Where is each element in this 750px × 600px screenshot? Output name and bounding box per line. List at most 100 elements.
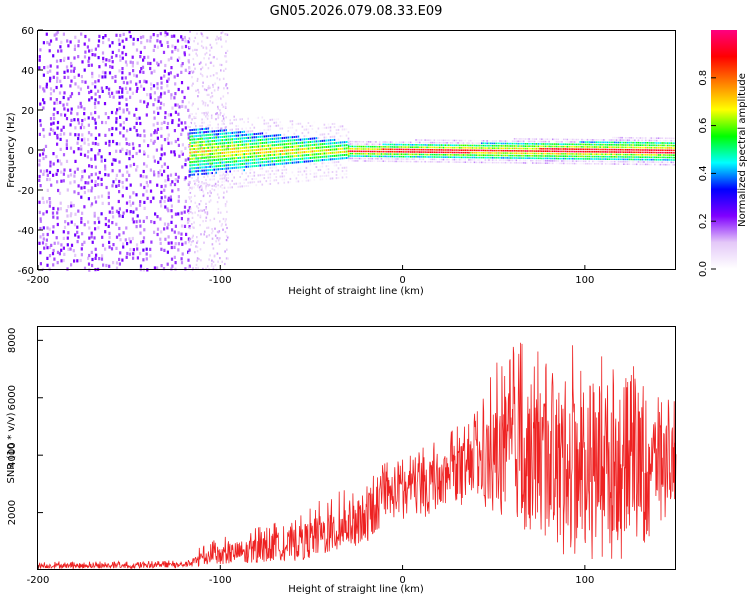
heatmap-cell (261, 183, 264, 186)
heatmap-cell (229, 170, 231, 173)
heatmap-cell (584, 150, 587, 153)
heatmap-cell (48, 79, 52, 83)
heatmap-cell (257, 180, 260, 183)
heatmap-cell (216, 35, 218, 38)
heatmap-cell (670, 163, 672, 166)
heatmap-cell (307, 122, 310, 124)
heatmap-cell (42, 212, 45, 216)
heatmap-cell (207, 114, 209, 117)
heatmap-cell (345, 150, 348, 153)
heatmap-cell (575, 146, 578, 148)
heatmap-cell (659, 156, 662, 159)
heatmap-cell (568, 153, 570, 155)
heatmap-cell (424, 144, 426, 146)
heatmap-cell (347, 153, 350, 156)
heatmap-cell (345, 134, 348, 137)
heatmap-cell (315, 156, 318, 159)
heatmap-cell (159, 32, 162, 36)
heatmap-cell (293, 136, 296, 138)
heatmap-cell (659, 139, 662, 142)
heatmap-cell (105, 58, 108, 62)
heatmap-cell (386, 155, 388, 158)
heatmap-cell (235, 131, 237, 134)
heatmap-cell (604, 160, 607, 163)
heatmap-cell (484, 156, 487, 159)
heatmap-cell (466, 139, 468, 142)
heatmap-cell (422, 144, 425, 146)
heatmap-cell (433, 139, 436, 141)
heatmap-cell (377, 143, 379, 146)
heatmap-cell (43, 246, 46, 250)
heatmap-cell (121, 95, 124, 99)
heatmap-cell (56, 180, 59, 184)
heatmap-cell (167, 241, 170, 245)
heatmap-cell (619, 156, 621, 158)
heatmap-cell (195, 125, 197, 128)
heatmap-cell (193, 226, 195, 229)
heatmap-cell (415, 148, 417, 151)
heatmap-cell (550, 143, 552, 145)
heatmap-cell (271, 118, 274, 121)
heatmap-cell (661, 144, 663, 147)
heatmap-cell (188, 188, 190, 192)
heatmap-cell (140, 41, 143, 45)
heatmap-cell (502, 140, 505, 142)
heatmap-cell (191, 186, 193, 189)
heatmap-cell (654, 144, 656, 147)
heatmap-cell (584, 160, 587, 163)
heatmap-cell (466, 159, 468, 161)
heatmap-cell (192, 267, 194, 270)
heatmap-cell (211, 127, 213, 130)
heatmap-cell (46, 70, 49, 74)
heatmap-cell (428, 156, 430, 158)
heatmap-cell (227, 154, 229, 157)
heatmap-cell (235, 128, 237, 131)
heatmap-cell (672, 140, 674, 142)
heatmap-cell (199, 128, 201, 131)
heatmap-cell (63, 252, 66, 256)
heatmap-cell (501, 154, 503, 157)
heatmap-cell (98, 170, 101, 175)
heatmap-cell (371, 143, 374, 146)
heatmap-cell (39, 226, 42, 231)
heatmap-cell (517, 154, 519, 157)
heatmap-cell (206, 213, 209, 216)
heatmap-cell (170, 220, 173, 224)
heatmap-cell (62, 153, 66, 157)
heatmap-cell (219, 155, 221, 158)
heatmap-cell (87, 138, 90, 142)
heatmap-cell (153, 44, 156, 48)
heatmap-cell (311, 160, 314, 162)
heatmap-cell (180, 237, 183, 241)
heatmap-cell (466, 156, 468, 159)
heatmap-cell (419, 160, 421, 163)
heatmap-cell (285, 136, 288, 139)
heatmap-cell (655, 139, 658, 142)
heatmap-cell (481, 161, 483, 164)
heatmap-cell (557, 155, 559, 157)
heatmap-cell (73, 223, 76, 227)
heatmap-cell (588, 153, 590, 155)
heatmap-cell (670, 161, 672, 164)
heatmap-cell (233, 166, 235, 169)
heatmap-cell (329, 129, 332, 132)
heatmap-cell (193, 132, 195, 134)
heatmap-cell (56, 76, 59, 80)
heatmap-cell (579, 138, 581, 141)
heatmap-cell (563, 141, 565, 143)
heatmap-cell (167, 133, 170, 137)
heatmap-cell (506, 154, 508, 157)
heatmap-cell (546, 140, 549, 143)
heatmap-cell (195, 245, 197, 248)
heatmap-cell (311, 137, 314, 140)
heatmap-cell (391, 143, 394, 146)
heatmap-cell (628, 141, 631, 144)
heatmap-cell (488, 154, 490, 157)
heatmap-cell (564, 138, 567, 141)
heatmap-cell (222, 95, 225, 98)
heatmap-cell (201, 187, 203, 190)
heatmap-cell (433, 161, 436, 163)
heatmap-cell (187, 217, 190, 221)
heatmap-cell (429, 144, 432, 146)
heatmap-cell (568, 162, 570, 165)
